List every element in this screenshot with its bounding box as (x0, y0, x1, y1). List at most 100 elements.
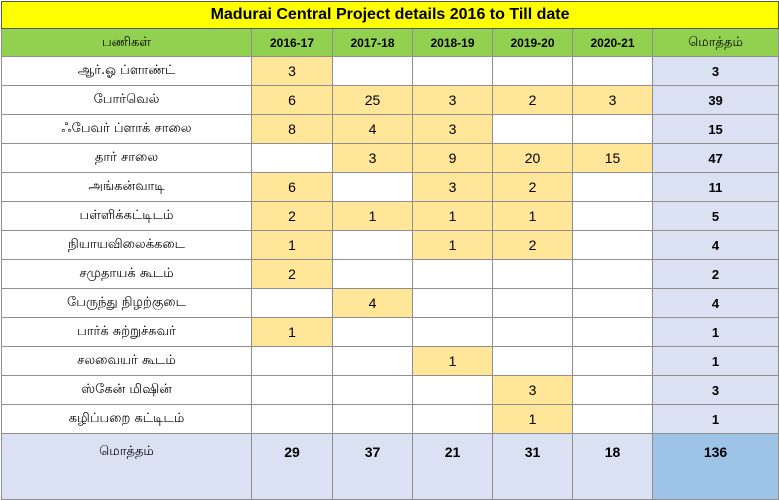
year-value-cell (332, 230, 413, 260)
footer-year-total: 29 (251, 433, 333, 500)
year-value-cell (572, 404, 653, 434)
row-total-cell: 3 (651, 56, 779, 86)
year-value-cell: 1 (332, 201, 413, 231)
footer-year-total: 18 (572, 433, 653, 500)
year-value-cell: 9 (412, 143, 493, 173)
year-value-cell (412, 288, 493, 318)
table-row: பேருந்து நிழற்குடை 4 4 (1, 288, 779, 318)
work-name-cell: போர்வெல் (1, 85, 252, 115)
header-year: 2020-21 (572, 28, 653, 57)
year-value-cell: 1 (251, 317, 333, 347)
table-row: போர்வெல் 6 25 3 2 3 39 (1, 85, 779, 115)
year-value-cell: 8 (251, 114, 333, 144)
year-value-cell (492, 259, 573, 289)
year-value-cell (572, 201, 653, 231)
table-row: ஆர்.ஓ ப்ளாண்ட் 3 3 (1, 56, 779, 86)
table-row: ஃபேவர் ப்ளாக் சாலை 8 4 3 15 (1, 114, 779, 144)
year-value-cell: 3 (492, 375, 573, 405)
year-value-cell: 6 (251, 85, 333, 115)
year-value-cell (251, 288, 333, 318)
work-name-cell: கழிப்பறை கட்டிடம் (1, 404, 252, 434)
row-total-cell: 5 (651, 201, 779, 231)
year-value-cell (332, 375, 413, 405)
header-year: 2017-18 (332, 28, 413, 57)
year-value-cell (332, 317, 413, 347)
table-row: சலவையர் கூடம் 1 1 (1, 346, 779, 376)
year-value-cell: 1 (412, 201, 493, 231)
row-total-cell: 4 (651, 230, 779, 260)
year-value-cell: 3 (332, 143, 413, 173)
row-total-cell: 3 (651, 375, 779, 405)
year-value-cell (492, 114, 573, 144)
row-total-cell: 47 (651, 143, 779, 173)
year-value-cell: 1 (492, 201, 573, 231)
work-name-cell: நியாயவிலைக்கடை (1, 230, 252, 260)
footer-year-total: 21 (412, 433, 493, 500)
table-row: நியாயவிலைக்கடை 1 1 2 4 (1, 230, 779, 260)
year-value-cell (572, 346, 653, 376)
year-value-cell (251, 143, 333, 173)
year-value-cell (251, 346, 333, 376)
year-value-cell: 2 (251, 201, 333, 231)
year-value-cell (332, 172, 413, 202)
work-name-cell: சலவையர் கூடம் (1, 346, 252, 376)
year-value-cell: 1 (492, 404, 573, 434)
year-value-cell (572, 288, 653, 318)
table-row: பார்க் சுற்றுச்சுவர் 1 1 (1, 317, 779, 347)
year-value-cell (572, 317, 653, 347)
year-value-cell (492, 288, 573, 318)
footer-label: மொத்தம் (1, 433, 252, 500)
work-name-cell: பள்ளிக்கட்டிடம் (1, 201, 252, 231)
year-value-cell: 3 (251, 56, 333, 86)
year-value-cell (412, 375, 493, 405)
footer-total-row: மொத்தம் 29 37 21 31 18 136 (1, 433, 779, 500)
year-value-cell (332, 56, 413, 86)
work-name-cell: ஆர்.ஓ ப்ளாண்ட் (1, 56, 252, 86)
year-value-cell (572, 230, 653, 260)
table-row: தார் சாலை 3 9 20 15 47 (1, 143, 779, 173)
year-value-cell: 25 (332, 85, 413, 115)
table-row: சமுதாயக் கூடம் 2 2 (1, 259, 779, 289)
row-total-cell: 11 (651, 172, 779, 202)
work-name-cell: அங்கன்வாடி (1, 172, 252, 202)
year-value-cell: 20 (492, 143, 573, 173)
year-value-cell (332, 259, 413, 289)
year-value-cell (251, 404, 333, 434)
year-value-cell: 15 (572, 143, 653, 173)
year-value-cell (492, 317, 573, 347)
year-value-cell: 4 (332, 114, 413, 144)
header-work-label: பணிகள் (1, 28, 252, 57)
year-value-cell (492, 346, 573, 376)
year-value-cell (572, 56, 653, 86)
year-value-cell (572, 172, 653, 202)
year-value-cell: 3 (412, 172, 493, 202)
year-value-cell: 3 (412, 85, 493, 115)
row-total-cell: 1 (651, 317, 779, 347)
year-value-cell (332, 346, 413, 376)
year-value-cell (332, 404, 413, 434)
grand-total: 136 (651, 433, 779, 500)
row-total-cell: 2 (651, 259, 779, 289)
row-total-cell: 4 (651, 288, 779, 318)
year-value-cell: 4 (332, 288, 413, 318)
table-title: Madurai Central Project details 2016 to … (0, 1, 779, 29)
work-name-cell: தார் சாலை (1, 143, 252, 173)
row-total-cell: 1 (651, 346, 779, 376)
year-value-cell (572, 114, 653, 144)
year-value-cell: 6 (251, 172, 333, 202)
work-name-cell: ஸ்கேன் மிஷின் (1, 375, 252, 405)
year-value-cell: 1 (251, 230, 333, 260)
table-row: பள்ளிக்கட்டிடம் 2 1 1 1 5 (1, 201, 779, 231)
work-name-cell: சமுதாயக் கூடம் (1, 259, 252, 289)
year-value-cell: 3 (572, 85, 653, 115)
year-value-cell: 2 (492, 230, 573, 260)
year-value-cell (412, 317, 493, 347)
work-name-cell: ஃபேவர் ப்ளாக் சாலை (1, 114, 252, 144)
header-year: 2019-20 (492, 28, 573, 57)
year-value-cell: 3 (412, 114, 493, 144)
footer-year-total: 31 (492, 433, 573, 500)
year-value-cell: 1 (412, 230, 493, 260)
header-row: பணிகள் 2016-17 2017-18 2018-19 2019-20 2… (1, 28, 779, 57)
